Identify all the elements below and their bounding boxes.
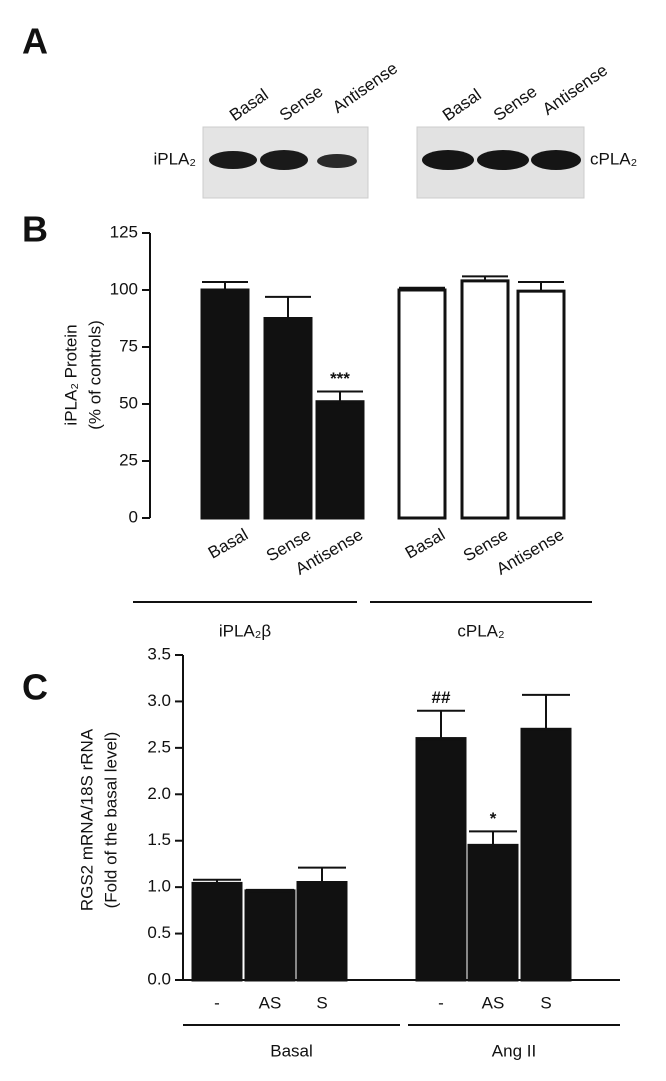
bar	[467, 843, 519, 982]
blot-band	[531, 150, 581, 170]
bar	[415, 737, 467, 982]
lane-label: Antisense	[329, 59, 401, 117]
y-tick-label: 1.0	[147, 877, 171, 896]
bar	[263, 317, 313, 520]
blot-band	[260, 150, 308, 170]
blot-band	[477, 150, 529, 170]
y-tick-label: 0.0	[147, 969, 171, 988]
x-tick-label: -	[438, 993, 444, 1012]
panel-label: C	[22, 667, 48, 708]
y-tick-label: 125	[110, 222, 138, 241]
y-tick-label: 3.0	[147, 691, 171, 710]
y-tick-label: 2.5	[147, 737, 171, 756]
x-tick-label: S	[316, 993, 327, 1012]
y-tick-label: 75	[119, 336, 138, 355]
lane-label: Antisense	[539, 61, 611, 119]
panel-label: B	[22, 209, 48, 250]
group-label: Basal	[270, 1041, 313, 1060]
x-tick-label: Basal	[402, 525, 448, 563]
bar	[191, 881, 243, 982]
bar	[296, 881, 348, 982]
y-tick-label: 50	[119, 393, 138, 412]
x-tick-label: -	[214, 993, 220, 1012]
blot-band	[209, 151, 257, 169]
lane-label: Sense	[490, 82, 540, 125]
bar	[200, 288, 250, 520]
bar	[397, 288, 447, 520]
y-axis-label: RGS2 mRNA/18S rRNA	[77, 728, 96, 911]
annotation: ***	[330, 369, 350, 388]
y-tick-label: 100	[110, 279, 138, 298]
x-tick-label: S	[540, 993, 551, 1012]
y-tick-label: 3.5	[147, 644, 171, 663]
bar	[520, 727, 572, 982]
y-tick-label: 25	[119, 450, 138, 469]
blot-band	[422, 150, 474, 170]
group-label: cPLA₂	[457, 621, 504, 640]
blot-band	[317, 154, 357, 168]
lane-label: Basal	[226, 85, 272, 125]
bar	[315, 400, 365, 520]
x-tick-label: Basal	[205, 525, 251, 563]
group-label: iPLA₂β	[219, 621, 272, 640]
bar	[244, 889, 296, 982]
x-tick-label: AS	[482, 993, 505, 1012]
lane-label: Sense	[276, 82, 326, 125]
y-tick-label: 0.5	[147, 923, 171, 942]
x-tick-label: AS	[259, 993, 282, 1012]
blot-protein-label: cPLA₂	[590, 149, 637, 168]
bar	[460, 279, 510, 520]
y-axis-label: iPLA₂ Protein	[61, 324, 80, 425]
group-label: Ang II	[492, 1041, 536, 1060]
annotation: *	[490, 809, 497, 828]
panel-label: A	[22, 21, 48, 62]
lane-label: Basal	[439, 85, 485, 125]
y-tick-label: 0	[129, 507, 138, 526]
annotation: ##	[432, 688, 451, 707]
y-tick-label: 1.5	[147, 830, 171, 849]
y-axis-label: (% of controls)	[85, 320, 104, 430]
y-axis-label: (Fold of the basal level)	[101, 732, 120, 909]
y-tick-label: 2.0	[147, 784, 171, 803]
bar	[516, 289, 566, 520]
blot-protein-label: iPLA₂	[153, 149, 196, 168]
